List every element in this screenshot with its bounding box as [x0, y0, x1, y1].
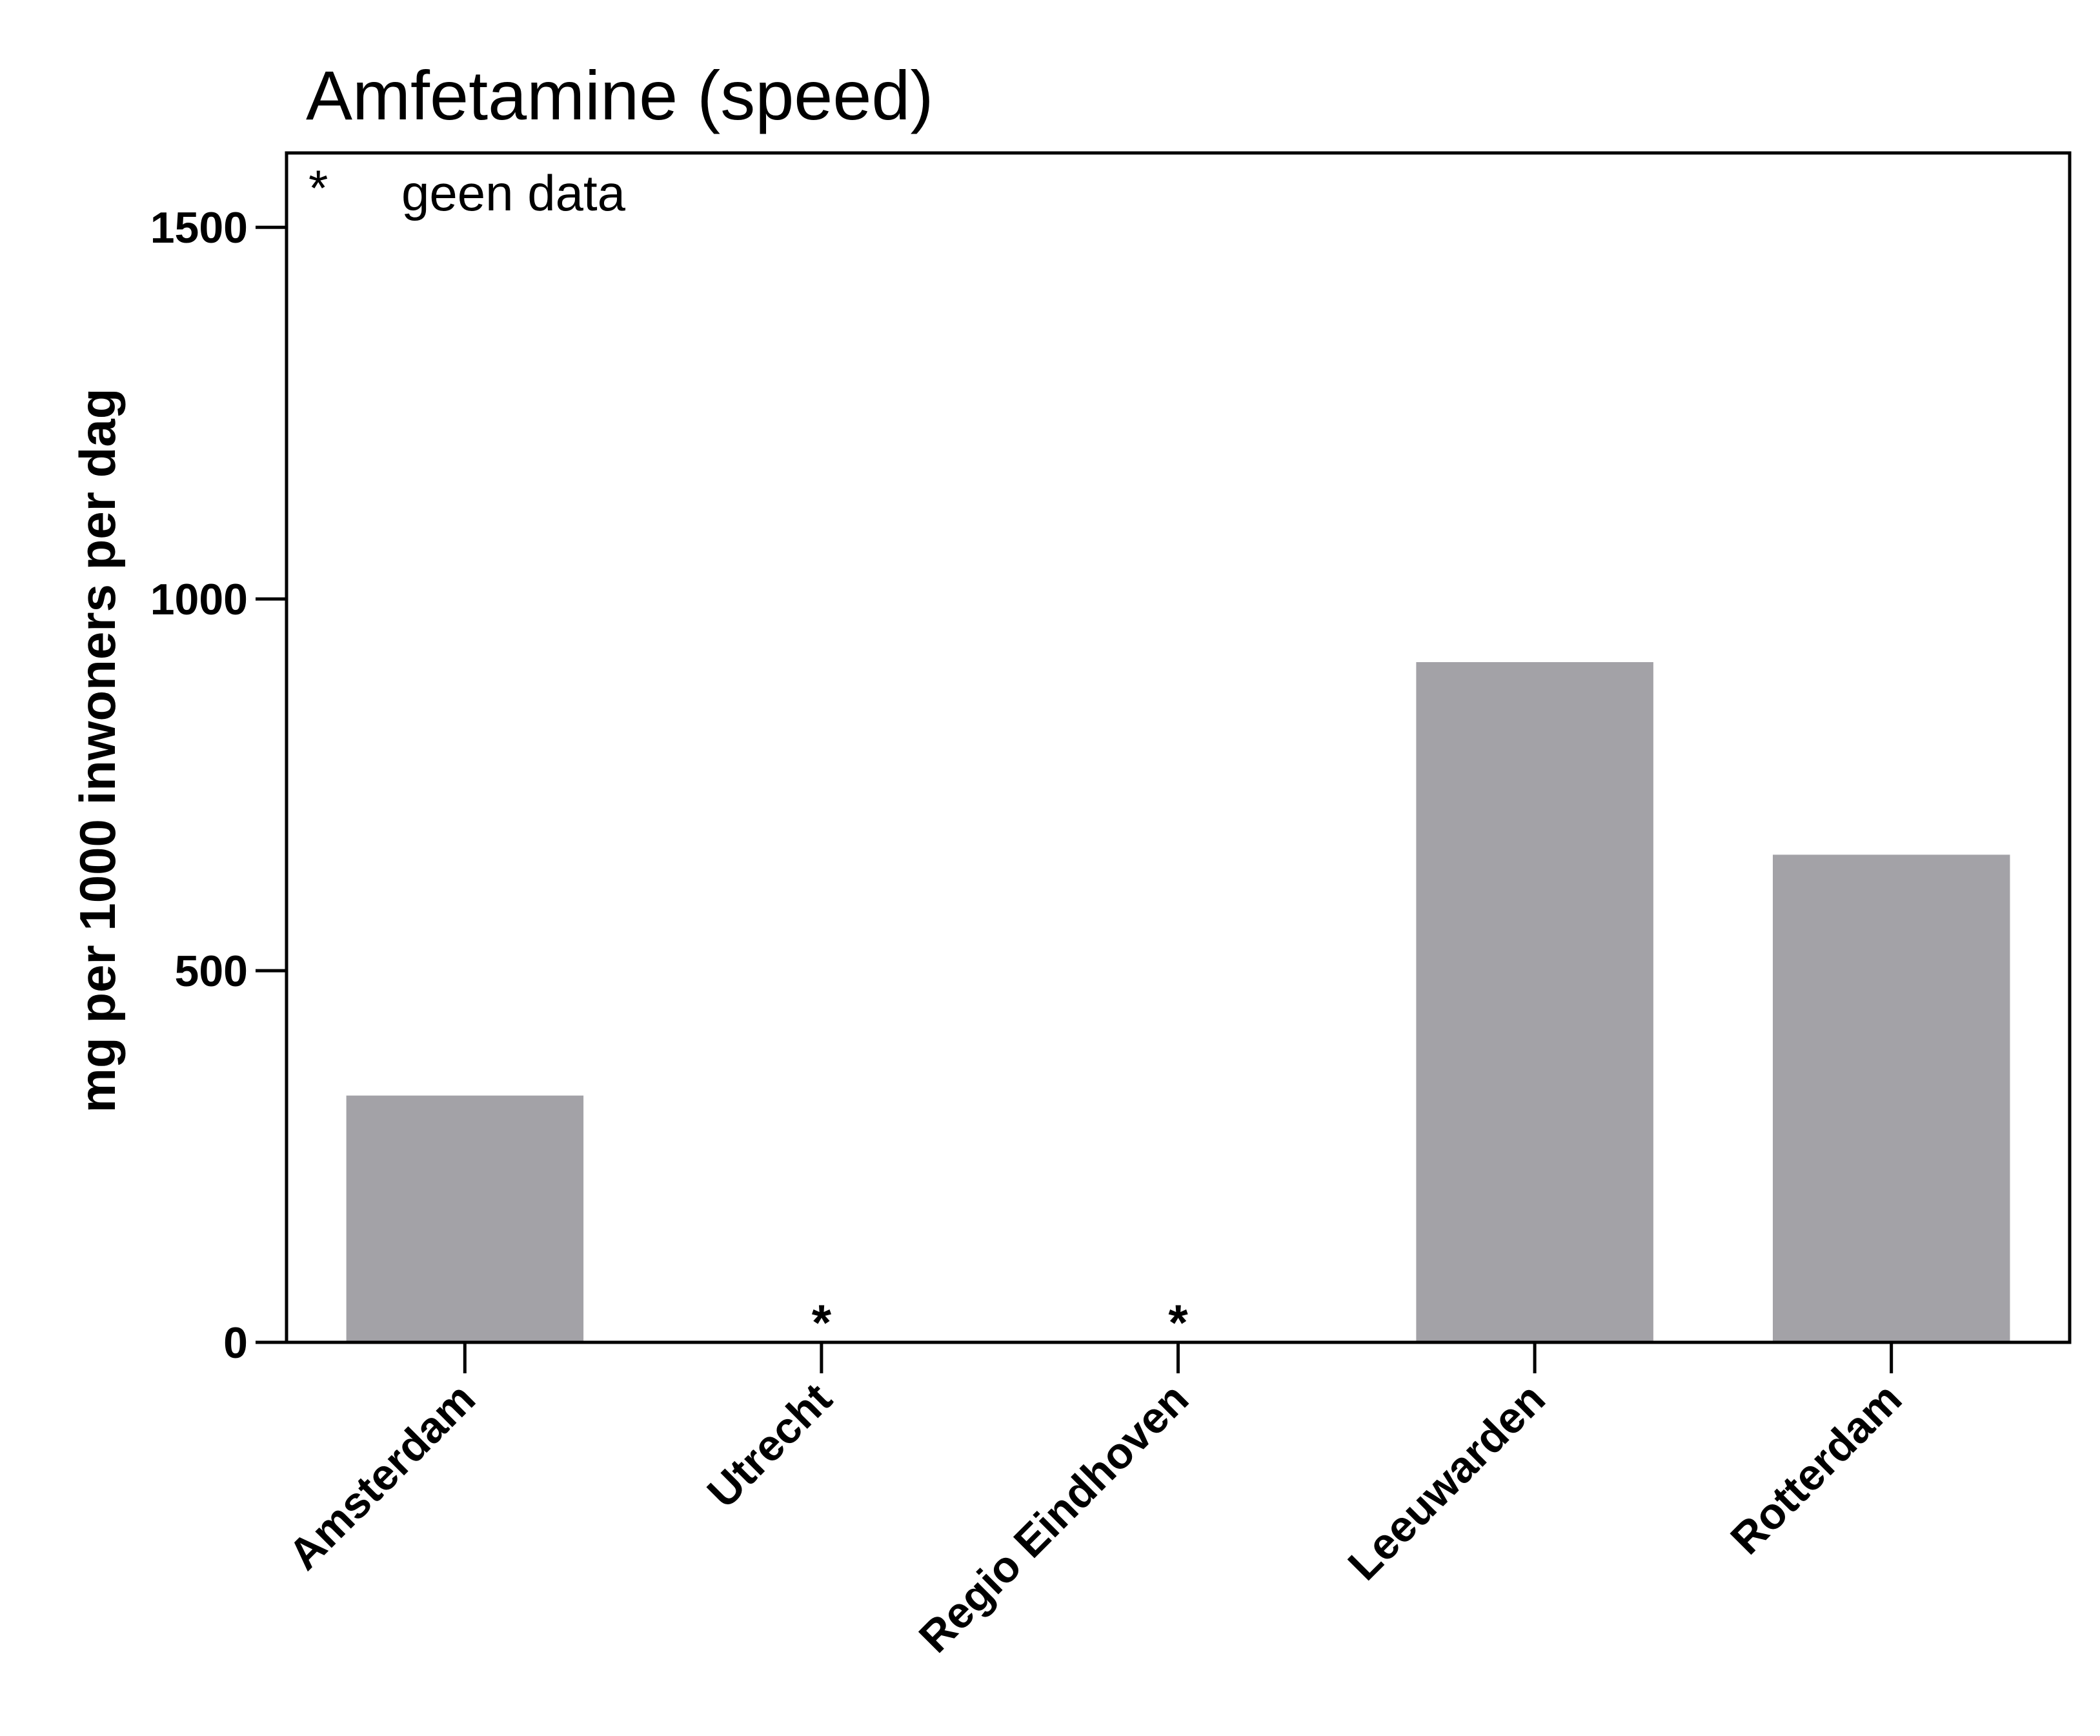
legend-label: geen data	[401, 165, 626, 221]
y-tick-label: 0	[223, 1318, 248, 1368]
y-tick-label: 1500	[150, 203, 248, 252]
y-axis: 0 500 1000 1500	[150, 203, 287, 1368]
y-tick-label: 1000	[150, 575, 248, 624]
bar-amsterdam	[346, 1095, 584, 1342]
chart-title: Amfetamine (speed)	[306, 56, 933, 134]
y-axis-label: mg per 1000 inwoners per dag	[69, 389, 126, 1113]
legend: * geen data	[308, 159, 626, 221]
legend-marker: *	[308, 159, 328, 216]
bars: * *	[346, 662, 2010, 1351]
bar-leeuwarden	[1416, 662, 1653, 1342]
bar-rotterdam	[1773, 854, 2010, 1342]
y-tick-label: 500	[175, 947, 248, 996]
